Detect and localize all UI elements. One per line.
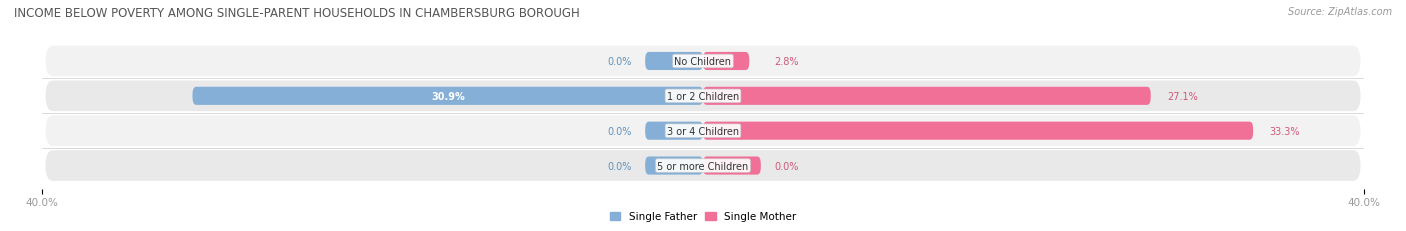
Text: 0.0%: 0.0% <box>607 57 631 67</box>
Text: 1 or 2 Children: 1 or 2 Children <box>666 91 740 101</box>
Text: 0.0%: 0.0% <box>607 161 631 171</box>
FancyBboxPatch shape <box>45 46 1361 77</box>
Legend: Single Father, Single Mother: Single Father, Single Mother <box>606 207 800 226</box>
FancyBboxPatch shape <box>703 122 1253 140</box>
Text: 5 or more Children: 5 or more Children <box>658 161 748 171</box>
Text: 33.3%: 33.3% <box>1270 126 1301 136</box>
FancyBboxPatch shape <box>703 157 761 175</box>
FancyBboxPatch shape <box>645 53 703 71</box>
Text: 2.8%: 2.8% <box>775 57 799 67</box>
FancyBboxPatch shape <box>645 122 703 140</box>
FancyBboxPatch shape <box>45 151 1361 181</box>
FancyBboxPatch shape <box>703 53 749 71</box>
FancyBboxPatch shape <box>703 87 1150 105</box>
Text: 0.0%: 0.0% <box>607 126 631 136</box>
Text: No Children: No Children <box>675 57 731 67</box>
FancyBboxPatch shape <box>45 116 1361 146</box>
FancyBboxPatch shape <box>645 157 703 175</box>
Text: 0.0%: 0.0% <box>775 161 799 171</box>
FancyBboxPatch shape <box>45 81 1361 112</box>
Text: 27.1%: 27.1% <box>1167 91 1198 101</box>
Text: INCOME BELOW POVERTY AMONG SINGLE-PARENT HOUSEHOLDS IN CHAMBERSBURG BOROUGH: INCOME BELOW POVERTY AMONG SINGLE-PARENT… <box>14 7 579 20</box>
Text: 30.9%: 30.9% <box>430 91 464 101</box>
Text: 3 or 4 Children: 3 or 4 Children <box>666 126 740 136</box>
Text: Source: ZipAtlas.com: Source: ZipAtlas.com <box>1288 7 1392 17</box>
FancyBboxPatch shape <box>193 87 703 105</box>
